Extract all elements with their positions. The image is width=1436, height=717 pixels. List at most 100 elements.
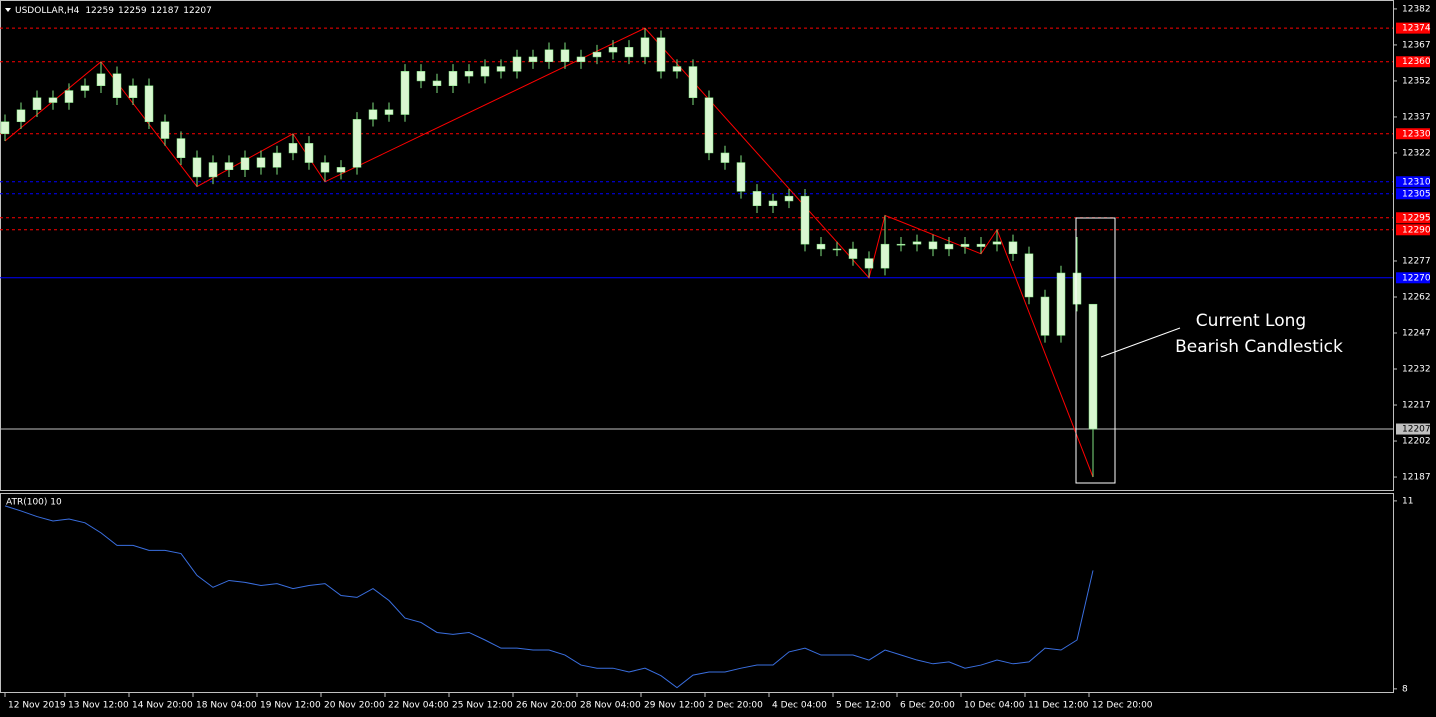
candle-body [928,241,938,250]
y-tick-label: 8 [1402,684,1408,694]
candle-body [208,162,218,178]
candle-body [704,97,714,154]
candle-body [192,157,202,178]
candle-body [656,37,666,72]
candle-body [832,248,842,251]
candle-body [96,73,106,86]
open-price: 12259 [85,6,114,16]
candle-body [592,51,602,58]
x-tick-label: 28 Nov 04:00 [580,701,641,711]
highlight-box [1075,217,1116,484]
candle-body [720,152,730,163]
x-tick-label: 6 Dec 20:00 [900,701,955,711]
candle-body [768,200,778,207]
level-label: 12310 [1402,177,1431,187]
menu-arrow[interactable] [5,8,11,12]
y-tick-label: 12202 [1402,437,1431,447]
candle-body [0,121,10,135]
candle-body [736,162,746,192]
candle-body [496,66,506,72]
y-tick-label: 12367 [1402,40,1431,50]
candle-body [1040,296,1050,336]
annotation-pointer [1100,327,1181,358]
candle-body [480,66,490,77]
level-label: 12270 [1402,273,1431,283]
candle-body [80,85,90,91]
x-tick-label: 13 Nov 12:00 [68,701,129,711]
level-label-box [1396,224,1430,236]
y-tick-label: 12277 [1402,256,1431,266]
candle-body [864,258,874,269]
level-label: 12330 [1402,129,1431,139]
candle-body [112,73,122,98]
candle-body [16,109,26,122]
y-tick-label: 11 [1402,496,1413,506]
level-label: 12295 [1402,213,1431,223]
candle-body [448,71,458,86]
candle-body [960,243,970,247]
candle-body [752,191,762,207]
candle-body [224,162,234,171]
x-tick-label: 20 Nov 20:00 [324,701,385,711]
candle-body [976,243,986,247]
annotation-line: Bearish Candlestick [1175,337,1343,357]
level-label-box [1396,128,1430,140]
x-tick-label: 18 Nov 04:00 [196,701,257,711]
y-tick-label: 12247 [1402,329,1431,339]
candle-body [240,157,250,171]
candle-body [288,143,298,154]
high-price: 12259 [118,6,147,16]
y-tick-label: 12322 [1402,148,1431,158]
level-label: 12207 [1402,425,1431,435]
candle-body [512,56,522,72]
y-tick-label: 12187 [1402,473,1431,483]
candle-body [640,37,650,58]
candle-body [304,143,314,163]
candle-body [800,195,810,245]
x-tick-label: 2 Dec 20:00 [708,701,763,711]
candle-body [1008,241,1018,255]
candle-body [880,243,890,269]
candle-body [64,90,74,103]
x-tick-label: 12 Nov 2019 [8,701,66,711]
candle-body [1088,303,1098,430]
candle-body [272,152,282,168]
candle-body [944,243,954,250]
candle-body [32,97,42,110]
candle-body [560,49,570,62]
y-tick-label: 12382 [1402,4,1431,14]
candle-body [432,80,442,86]
y-tick-label: 12352 [1402,76,1431,86]
x-tick-label: 29 Nov 12:00 [644,701,705,711]
candle-body [400,71,410,115]
candle-body [1056,272,1066,336]
level-label: 12360 [1402,57,1431,67]
level-label-box [1396,272,1430,284]
candle-body [816,243,826,250]
y-tick-label: 12337 [1402,112,1431,122]
candle-body [576,56,586,62]
x-tick-label: 10 Dec 04:00 [964,701,1025,711]
candle-body [48,97,58,103]
chart-header: USDOLLAR,H4 12259 12259 12187 12207 [15,6,212,16]
atr-line [4,505,1094,689]
level-label-box [1396,22,1430,34]
level-label: 12290 [1402,225,1431,235]
candle-body [688,66,698,98]
symbol: USDOLLAR,H4 [15,6,80,16]
candle-body [320,162,330,173]
candle-body [992,241,1002,245]
candle-body [608,47,618,53]
candle-body [624,47,634,58]
low-price: 12187 [151,6,180,16]
x-tick-label: 25 Nov 12:00 [452,701,513,711]
candle-body [384,109,394,115]
x-tick-label: 26 Nov 20:00 [516,701,577,711]
candle-body [256,157,266,168]
price-panel-frame [0,0,1394,491]
candle-body [544,49,554,62]
candle-body [128,85,138,98]
x-tick-label: 22 Nov 04:00 [388,701,449,711]
candle-body [368,109,378,120]
